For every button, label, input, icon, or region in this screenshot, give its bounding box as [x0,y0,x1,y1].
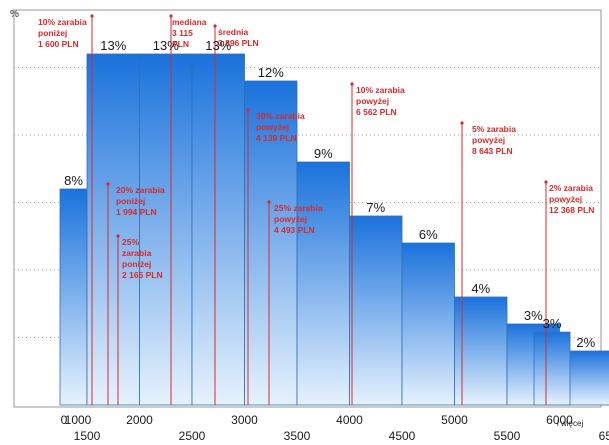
x-tick-label: 5000 [441,413,468,427]
annotation-label: 10% zarabia powyżej 6 562 PLN [356,85,405,117]
x-tick-label: 2000 [126,413,153,427]
annotation-label: 5% zarabia powyżej 8 643 PLN [472,124,516,156]
bar-value-labels: 8%13%13%13%12%9%7%6%4%3%2%2%1%1%1%1%1%1%… [64,38,595,350]
annotation-label: 30% zarabia powyżej 4 139 PLN [256,111,305,143]
annotation-dot [169,14,173,18]
bar-value-label: 13% [100,38,126,53]
x-tick-label: 2500 [179,429,206,443]
x-tick-label: 3500 [284,429,311,443]
annotation-dot [116,234,120,238]
annotation-label: średnia 3 896 PLN [218,27,259,48]
annotation-label: 20% zarabia poniżej 1 994 PLN [116,185,165,217]
histogram-bar [454,296,508,406]
x-tick-label: 1500 [74,429,101,443]
histogram-bar [86,53,140,406]
histogram-bar [191,53,245,406]
x-tick-label: 6000 [546,413,573,427]
x-tick-suffix: i więcej [557,419,583,428]
histogram-bar [59,188,88,406]
x-tick-label: 5500 [494,429,521,443]
annotation-dot [350,82,354,86]
bars [59,53,609,406]
bar-value-label: 9% [314,146,333,161]
bar-value-label: 3% [524,308,543,323]
annotations: 10% zarabia poniżej 1 600 PLN 20% zarabia po… [38,14,594,405]
annotation-dot [267,200,271,204]
bar-value-label: 12% [258,65,284,80]
histogram-bar [349,215,403,406]
x-tick-label: 4500 [389,429,416,443]
x-axis-ticks: 0100020003000400050006000700080009000100… [61,413,609,443]
histogram-bar [533,331,571,406]
bar-value-label: 13% [205,38,231,53]
x-tick-label: 1000 [65,413,92,427]
bar-value-label: 8% [64,173,83,188]
annotation-label: mediana 3 115 PLN [172,17,207,49]
annotation-dot [544,180,548,184]
bar-value-label: 3% [543,316,562,331]
x-tick-label: 6500 [599,429,609,443]
annotation-dot [106,182,110,186]
bar-value-label: 4% [471,281,490,296]
histogram-bar [401,242,455,406]
annotation-dot [246,108,250,112]
annotation-dot [460,121,464,125]
histogram-bar [296,161,350,406]
plot-frame [13,9,602,408]
histogram-bar [139,53,193,406]
x-tick-label: 0 [61,413,68,427]
x-tick-label: 4000 [336,413,363,427]
annotation-label: 25% zarabia poniżej 2 165 PLN [122,237,163,280]
annotation-dot [90,14,94,18]
bar-value-label: 6% [419,227,438,242]
bar-value-label: 7% [366,200,385,215]
annotation-dot [213,24,217,28]
annotation-label: 2% zarabia powyżej 12 368 PLN [549,183,594,215]
bar-value-label: 13% [153,38,179,53]
x-tick-label: 3000 [231,413,258,427]
annotation-label: 25% zarabia powyżej 4 493 PLN [274,203,323,235]
annotation-label: 10% zarabia poniżej 1 600 PLN [38,17,87,49]
bar-value-label: 2% [576,335,595,350]
